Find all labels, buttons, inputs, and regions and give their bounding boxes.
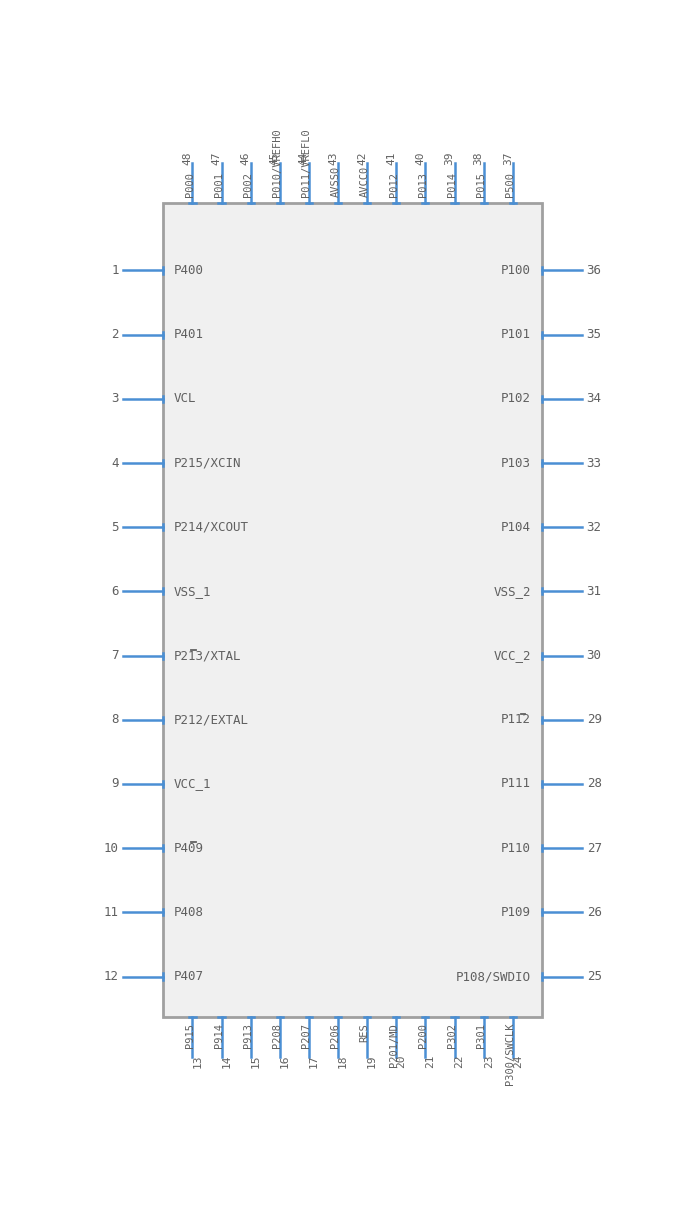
Text: 31: 31 [587, 585, 602, 598]
Text: 17: 17 [309, 1055, 319, 1068]
Text: P408: P408 [174, 906, 204, 919]
Text: 18: 18 [338, 1055, 348, 1068]
Text: P014: P014 [447, 172, 457, 197]
Text: 26: 26 [587, 906, 602, 919]
Text: 21: 21 [425, 1055, 436, 1068]
Text: P200: P200 [418, 1023, 428, 1047]
Text: P111: P111 [502, 778, 531, 790]
Text: P500: P500 [505, 172, 515, 197]
Text: P213/XTAL: P213/XTAL [174, 649, 241, 662]
Text: 24: 24 [513, 1055, 523, 1068]
Text: 19: 19 [367, 1055, 377, 1068]
Text: P015: P015 [476, 172, 486, 197]
Text: P012: P012 [389, 172, 398, 197]
Text: 35: 35 [587, 329, 602, 341]
Text: 45: 45 [270, 151, 280, 164]
Text: 32: 32 [587, 521, 602, 534]
Text: 3: 3 [111, 393, 118, 406]
Text: 12: 12 [103, 970, 118, 983]
Text: 36: 36 [587, 265, 602, 277]
Text: 33: 33 [587, 457, 602, 470]
Text: RES: RES [359, 1023, 369, 1041]
Text: 41: 41 [386, 151, 396, 164]
Text: 4: 4 [111, 457, 118, 470]
Text: 9: 9 [111, 778, 118, 790]
Text: 27: 27 [587, 842, 602, 855]
Text: P208: P208 [272, 1023, 282, 1047]
Text: P301: P301 [476, 1023, 486, 1047]
Text: P104: P104 [502, 521, 531, 534]
Text: 11: 11 [103, 906, 118, 919]
Text: P409: P409 [174, 842, 204, 855]
Text: VSS_2: VSS_2 [494, 585, 531, 598]
Text: P201/MD: P201/MD [389, 1023, 398, 1067]
Text: P212/EXTAL: P212/EXTAL [174, 713, 249, 726]
Text: 39: 39 [444, 151, 455, 164]
Text: P010/VREFH0: P010/VREFH0 [272, 128, 282, 197]
Text: 44: 44 [299, 151, 309, 164]
Text: P001: P001 [214, 172, 224, 197]
Text: P103: P103 [502, 457, 531, 470]
Text: P108/SWDIO: P108/SWDIO [456, 970, 531, 983]
Text: 7: 7 [111, 649, 118, 662]
Text: P302: P302 [447, 1023, 457, 1047]
Text: 47: 47 [212, 151, 222, 164]
Text: P112: P112 [502, 713, 531, 726]
Text: 14: 14 [222, 1055, 232, 1068]
Text: 29: 29 [587, 713, 602, 726]
Text: P207: P207 [301, 1023, 311, 1047]
Text: 2: 2 [111, 329, 118, 341]
Text: P102: P102 [502, 393, 531, 406]
Text: P109: P109 [502, 906, 531, 919]
Text: P000: P000 [185, 172, 195, 197]
Text: P215/XCIN: P215/XCIN [174, 457, 241, 470]
Text: P401: P401 [174, 329, 204, 341]
Text: 37: 37 [503, 151, 513, 164]
Text: 16: 16 [280, 1055, 290, 1068]
Text: VCL: VCL [174, 393, 197, 406]
Text: 25: 25 [587, 970, 602, 983]
Text: VCC_2: VCC_2 [494, 649, 531, 662]
Text: 8: 8 [111, 713, 118, 726]
Text: 5: 5 [111, 521, 118, 534]
Text: P214/XCOUT: P214/XCOUT [174, 521, 249, 534]
Text: 46: 46 [241, 151, 250, 164]
Text: P100: P100 [502, 265, 531, 277]
Text: 48: 48 [182, 151, 193, 164]
Text: 15: 15 [250, 1055, 261, 1068]
Text: 10: 10 [103, 842, 118, 855]
Text: 40: 40 [416, 151, 425, 164]
Text: P300/SWCLK: P300/SWCLK [505, 1023, 515, 1085]
Text: P101: P101 [502, 329, 531, 341]
Text: 34: 34 [587, 393, 602, 406]
Bar [163, 203, 542, 1017]
Text: VCC_1: VCC_1 [174, 778, 211, 790]
Text: 20: 20 [396, 1055, 407, 1068]
Text: P011/VREFL0: P011/VREFL0 [301, 128, 311, 197]
Text: 6: 6 [111, 585, 118, 598]
Text: P206: P206 [330, 1023, 341, 1047]
Text: 23: 23 [484, 1055, 494, 1068]
Text: P002: P002 [243, 172, 253, 197]
Text: AVCC0: AVCC0 [359, 165, 369, 197]
Text: P915: P915 [185, 1023, 195, 1047]
Text: P110: P110 [502, 842, 531, 855]
Text: P013: P013 [418, 172, 428, 197]
Text: 28: 28 [587, 778, 602, 790]
Text: VSS_1: VSS_1 [174, 585, 211, 598]
Text: 42: 42 [357, 151, 367, 164]
Text: 22: 22 [455, 1055, 464, 1068]
Text: 1: 1 [111, 265, 118, 277]
Text: 43: 43 [328, 151, 338, 164]
Text: P914: P914 [214, 1023, 224, 1047]
Text: P913: P913 [243, 1023, 253, 1047]
Text: 38: 38 [473, 151, 484, 164]
Text: P407: P407 [174, 970, 204, 983]
Text: 13: 13 [193, 1055, 202, 1068]
Text: AVSS0: AVSS0 [330, 165, 341, 197]
Text: 30: 30 [587, 649, 602, 662]
Text: P400: P400 [174, 265, 204, 277]
